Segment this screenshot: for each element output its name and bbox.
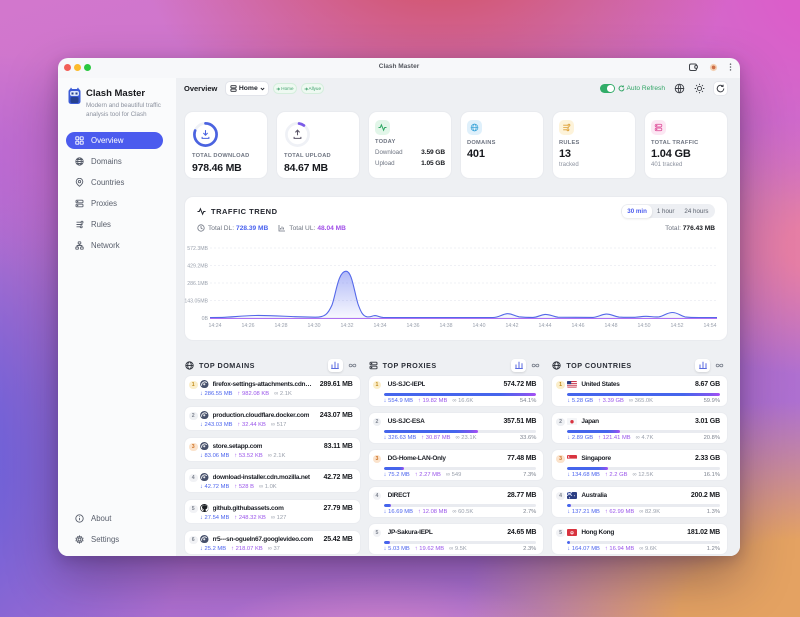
svg-text:14:34: 14:34	[374, 323, 387, 329]
svg-text:286.1MB: 286.1MB	[187, 281, 208, 287]
svg-text:14:28: 14:28	[275, 323, 288, 329]
svg-text:429.2MB: 429.2MB	[187, 264, 208, 270]
svg-text:14:50: 14:50	[638, 323, 651, 329]
svg-text:14:54: 14:54	[704, 323, 717, 329]
svg-text:572.3MB: 572.3MB	[187, 246, 208, 252]
svg-text:14:30: 14:30	[308, 323, 321, 329]
svg-text:14:36: 14:36	[407, 323, 420, 329]
svg-text:14:46: 14:46	[572, 323, 585, 329]
svg-text:14:42: 14:42	[506, 323, 519, 329]
svg-text:14:44: 14:44	[539, 323, 552, 329]
svg-text:0B: 0B	[202, 316, 209, 322]
svg-text:14:24: 14:24	[209, 323, 222, 329]
svg-text:14:48: 14:48	[605, 323, 618, 329]
svg-text:14:38: 14:38	[440, 323, 453, 329]
svg-text:14:40: 14:40	[473, 323, 486, 329]
svg-text:14:52: 14:52	[671, 323, 684, 329]
svg-text:143.05MB: 143.05MB	[184, 299, 208, 305]
svg-text:14:26: 14:26	[242, 323, 255, 329]
svg-text:14:32: 14:32	[341, 323, 354, 329]
